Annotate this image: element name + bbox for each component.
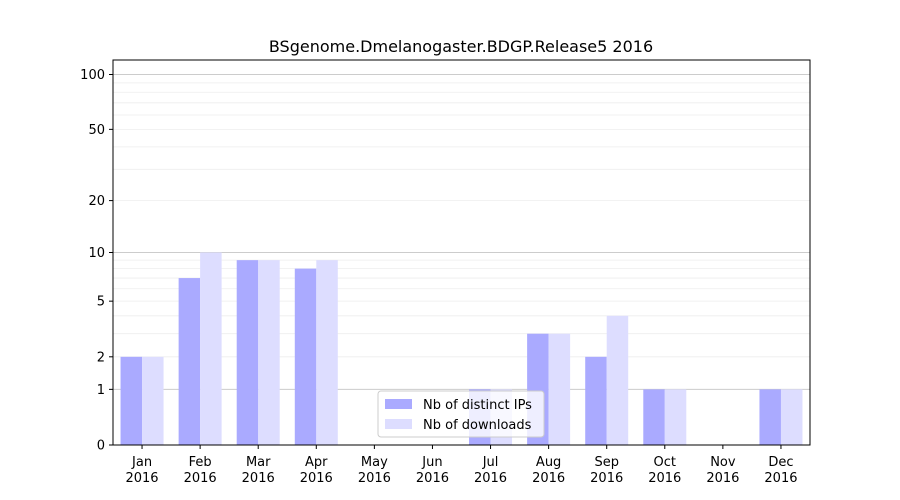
grid xyxy=(113,74,810,390)
x-tick-label-month: Apr xyxy=(305,455,328,470)
x-tick-label-year: 2016 xyxy=(242,471,275,486)
bar-distinct-ips xyxy=(643,389,665,445)
x-tick-label-year: 2016 xyxy=(184,471,217,486)
bar-distinct-ips xyxy=(178,278,201,445)
x-tick-label-month: Jan xyxy=(131,455,152,470)
y-tick-label: 0 xyxy=(97,439,105,454)
legend-swatch-distinct-ips xyxy=(385,399,412,409)
x-tick-label-month: Dec xyxy=(768,455,793,470)
bar-downloads xyxy=(258,260,280,445)
bar-distinct-ips xyxy=(759,389,781,445)
bar-downloads xyxy=(200,252,222,445)
legend-label-distinct-ips: Nb of distinct IPs xyxy=(423,398,532,413)
y-tick-label: 2 xyxy=(97,350,105,365)
y-tick-label: 100 xyxy=(80,68,105,83)
y-tick-label: 10 xyxy=(88,246,105,261)
x-tick-label-year: 2016 xyxy=(358,471,391,486)
legend-label-downloads: Nb of downloads xyxy=(423,418,532,433)
x-tick-label-month: Nov xyxy=(710,455,736,470)
axes: 0125102050100Jan2016Feb2016Mar2016Apr201… xyxy=(80,59,811,486)
y-tick-label: 50 xyxy=(88,123,105,138)
x-tick-label-month: Feb xyxy=(189,455,212,470)
x-tick-label-year: 2016 xyxy=(125,471,158,486)
bar-distinct-ips xyxy=(585,356,607,445)
x-tick-label-month: Jun xyxy=(421,455,442,470)
legend: Nb of distinct IPs Nb of downloads xyxy=(377,390,545,438)
y-tick-label: 1 xyxy=(97,383,105,398)
x-tick-label-year: 2016 xyxy=(648,471,681,486)
x-tick-label-year: 2016 xyxy=(706,471,739,486)
x-tick-label-year: 2016 xyxy=(532,471,565,486)
y-tick-label: 5 xyxy=(97,295,105,310)
y-tick-label: 20 xyxy=(88,194,105,209)
legend-swatch-downloads xyxy=(385,419,412,429)
x-tick-label-month: Oct xyxy=(654,455,676,470)
x-tick-label-month: Sep xyxy=(594,455,619,470)
x-tick-label-month: Mar xyxy=(246,455,271,470)
bar-downloads xyxy=(142,356,164,445)
x-tick-label-year: 2016 xyxy=(474,471,507,486)
bar-distinct-ips xyxy=(120,356,143,445)
bar-downloads xyxy=(664,389,687,445)
x-tick-label-year: 2016 xyxy=(416,471,449,486)
x-tick-label-month: Jul xyxy=(482,455,499,470)
bar-downloads xyxy=(548,333,571,445)
bar-distinct-ips xyxy=(294,268,317,445)
bar-downloads xyxy=(316,260,338,445)
x-tick-label-year: 2016 xyxy=(590,471,623,486)
x-tick-label-year: 2016 xyxy=(764,471,797,486)
bar-distinct-ips xyxy=(236,260,259,445)
chart-title: BSgenome.Dmelanogaster.BDGP.Release5 201… xyxy=(269,37,653,56)
x-tick-label-month: May xyxy=(361,455,388,470)
bar-downloads xyxy=(606,315,629,445)
x-tick-label-year: 2016 xyxy=(300,471,333,486)
x-tick-label-month: Aug xyxy=(536,455,561,470)
bar-downloads xyxy=(780,389,803,445)
legend-box xyxy=(377,390,545,438)
